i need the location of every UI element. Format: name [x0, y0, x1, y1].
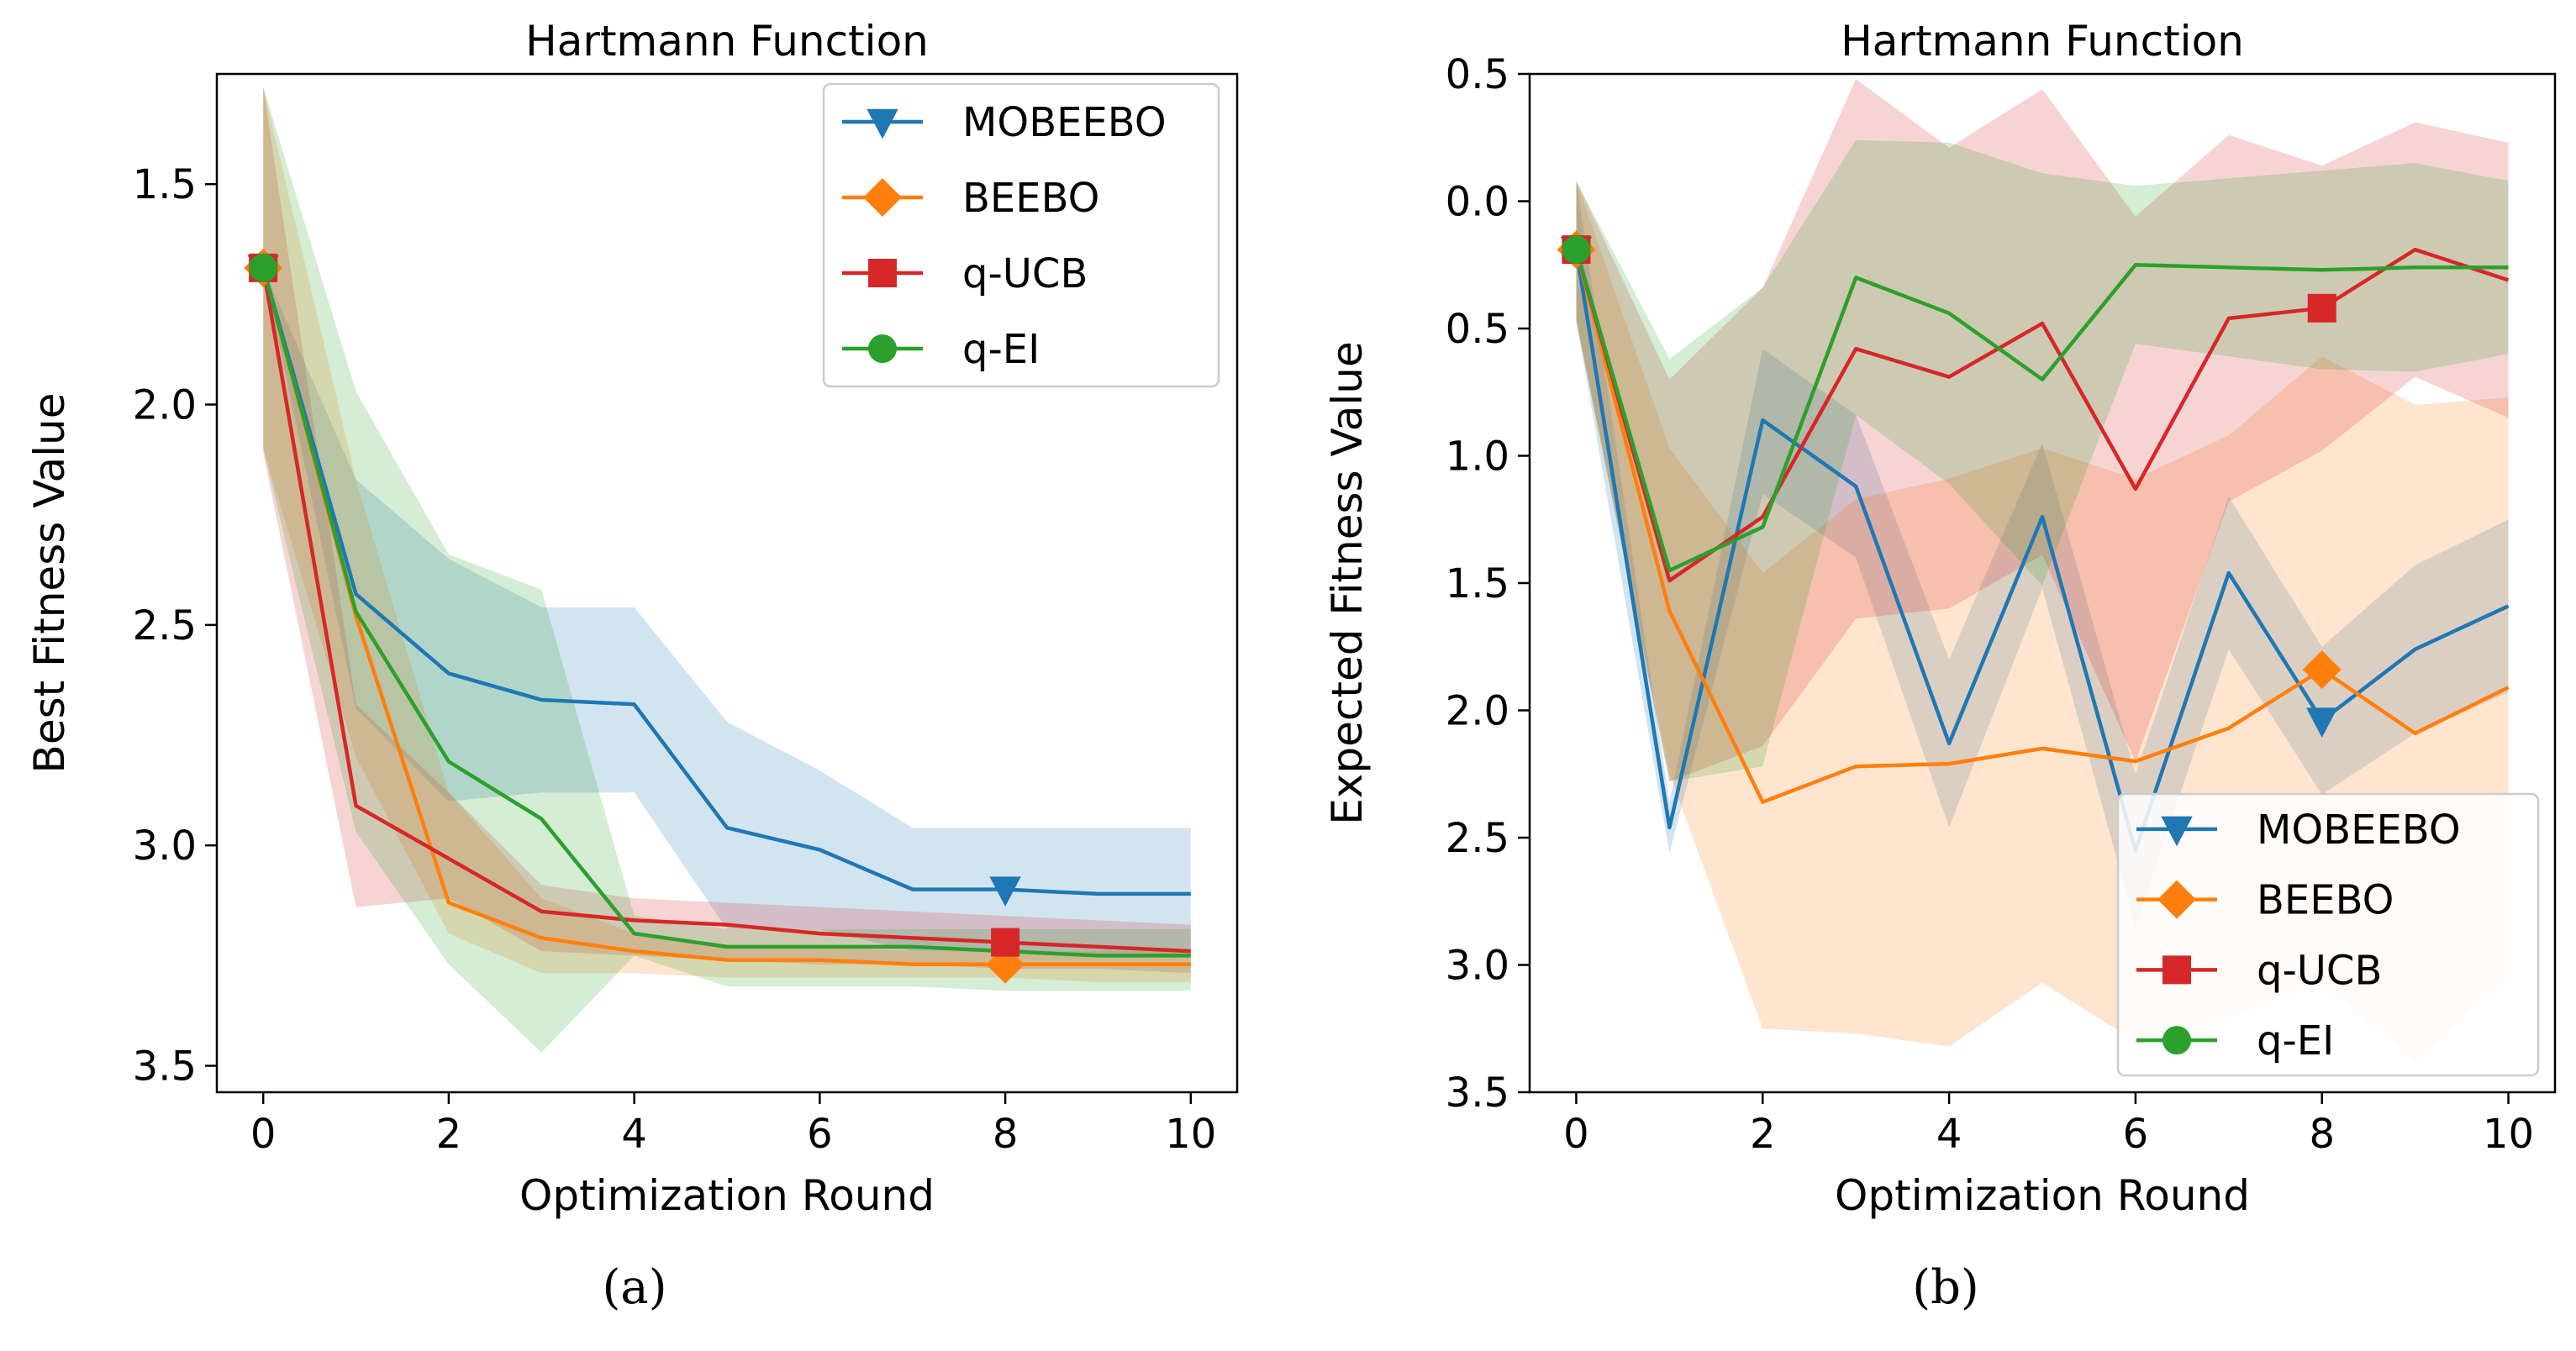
- legend-marker-q-ei: [2162, 1026, 2191, 1055]
- legend-marker-beebo: [863, 178, 902, 217]
- axes-frame: [215, 72, 1239, 1094]
- legend-marker-mobeebo: [2161, 816, 2193, 847]
- line-q-ucb: [261, 267, 1191, 954]
- line-q-ei: [1574, 249, 2509, 573]
- legend-label-q-ei: q-EI: [2257, 1017, 2334, 1065]
- x-axis-label: Optimization Round: [519, 1171, 935, 1220]
- band-q-ei: [263, 87, 1191, 1053]
- panel-caption-a: (a): [602, 1260, 667, 1315]
- y-axis-label: Expected Fitness Value: [1323, 341, 1372, 825]
- y-tick-label: 2.0: [133, 382, 197, 429]
- y-tick-label: 3.5: [133, 1043, 197, 1091]
- legend-label-beebo: BEEBO: [962, 175, 1099, 222]
- legend-label-mobeebo: MOBEEBO: [2257, 807, 2461, 854]
- legend-label-mobeebo: MOBEEBO: [962, 99, 1167, 146]
- legend-marker-beebo: [2157, 880, 2196, 919]
- x-tick-label: 8: [993, 1111, 1019, 1158]
- marker-q-ucb: [991, 928, 1020, 957]
- panel-caption-b: (b): [1912, 1260, 1979, 1315]
- legend-label-q-ucb: q-UCB: [2257, 947, 2382, 994]
- x-tick-label: 10: [1165, 1111, 1216, 1158]
- line-mobeebo: [261, 267, 1191, 896]
- y-tick-label: 2.0: [1446, 688, 1509, 735]
- x-tick-label: 4: [621, 1111, 647, 1158]
- x-axis-label: Optimization Round: [1835, 1171, 2250, 1220]
- y-tick-label: 0.5: [1446, 306, 1509, 353]
- x-tick-label: 6: [2123, 1111, 2149, 1158]
- x-tick-label: 8: [2309, 1111, 2335, 1158]
- plot-area: [261, 87, 1191, 1053]
- marker-q-ei: [249, 253, 278, 282]
- legend-marker-q-ucb: [2162, 955, 2191, 985]
- legend-marker-mobeebo: [867, 108, 898, 139]
- y-tick-label: 1.5: [1446, 560, 1509, 607]
- line-q-ei: [261, 267, 1191, 958]
- band-q-ei: [1576, 139, 2509, 782]
- x-tick-label: 4: [1936, 1111, 1962, 1158]
- y-axis-label: Best Fitness Value: [25, 393, 74, 774]
- x-tick-label: 0: [250, 1111, 277, 1158]
- chart-title: Hartmann Function: [525, 17, 929, 66]
- line-q-ucb: [1574, 247, 2510, 583]
- marker-q-ei: [1562, 235, 1591, 265]
- chart-b: 0 2 4 6 8 10 0.5 0.0 0.5 1.0 1.5 2.0 2.5 3.0 3.5 Hartma…: [1323, 17, 2557, 1220]
- x-tick-label: 6: [807, 1111, 833, 1158]
- x-tick-label: 10: [2483, 1111, 2534, 1158]
- marker-q-ucb: [2307, 293, 2336, 323]
- y-tick-label: 1.5: [133, 161, 197, 208]
- marker-beebo: [2302, 650, 2342, 689]
- plot-area: [1574, 79, 2510, 1062]
- band-q-ucb: [1576, 79, 2509, 782]
- legend-marker-q-ei: [868, 334, 897, 363]
- x-tick-label: 2: [1750, 1111, 1776, 1158]
- y-tick-label: 0.5: [1446, 51, 1509, 98]
- marker-mobeebo: [2306, 707, 2338, 739]
- legend-label-q-ei: q-EI: [962, 326, 1040, 373]
- y-tick-label: 0.0: [1446, 179, 1509, 226]
- line-beebo: [261, 267, 1191, 967]
- band-mobeebo: [1576, 181, 2509, 928]
- y-tick-label: 3.0: [133, 823, 197, 870]
- x-tick-label: 2: [436, 1111, 462, 1158]
- line-beebo: [1574, 249, 2510, 804]
- y-tick-label: 2.5: [1446, 815, 1509, 862]
- line-mobeebo: [1574, 249, 2510, 853]
- marker-mobeebo: [989, 876, 1021, 907]
- legend: MOBEEBO BEEBO q-UCB q-EI: [2116, 792, 2540, 1077]
- legend: MOBEEBO BEEBO q-UCB q-EI: [822, 82, 1220, 388]
- y-tick-label: 2.5: [133, 602, 197, 649]
- band-q-ucb: [263, 87, 1191, 974]
- legend-box: [2116, 792, 2540, 1077]
- legend-label-beebo: BEEBO: [2257, 877, 2394, 924]
- y-tick-label: 3.5: [1446, 1070, 1509, 1117]
- chart-title: Hartmann Function: [1841, 17, 2244, 66]
- legend-box: [822, 82, 1220, 388]
- y-tick-label: 3.0: [1446, 943, 1509, 990]
- legend-marker-q-ucb: [868, 259, 897, 287]
- y-tick-label: 1.0: [1446, 434, 1509, 481]
- band-mobeebo: [263, 267, 1191, 956]
- legend-label-q-ucb: q-UCB: [962, 250, 1088, 297]
- x-tick-label: 0: [1563, 1111, 1589, 1158]
- chart-a: 0 2 4 6 8 10 1.5 2.0 2.5 3.0 3.5 Hartmann Function O…: [25, 17, 1239, 1220]
